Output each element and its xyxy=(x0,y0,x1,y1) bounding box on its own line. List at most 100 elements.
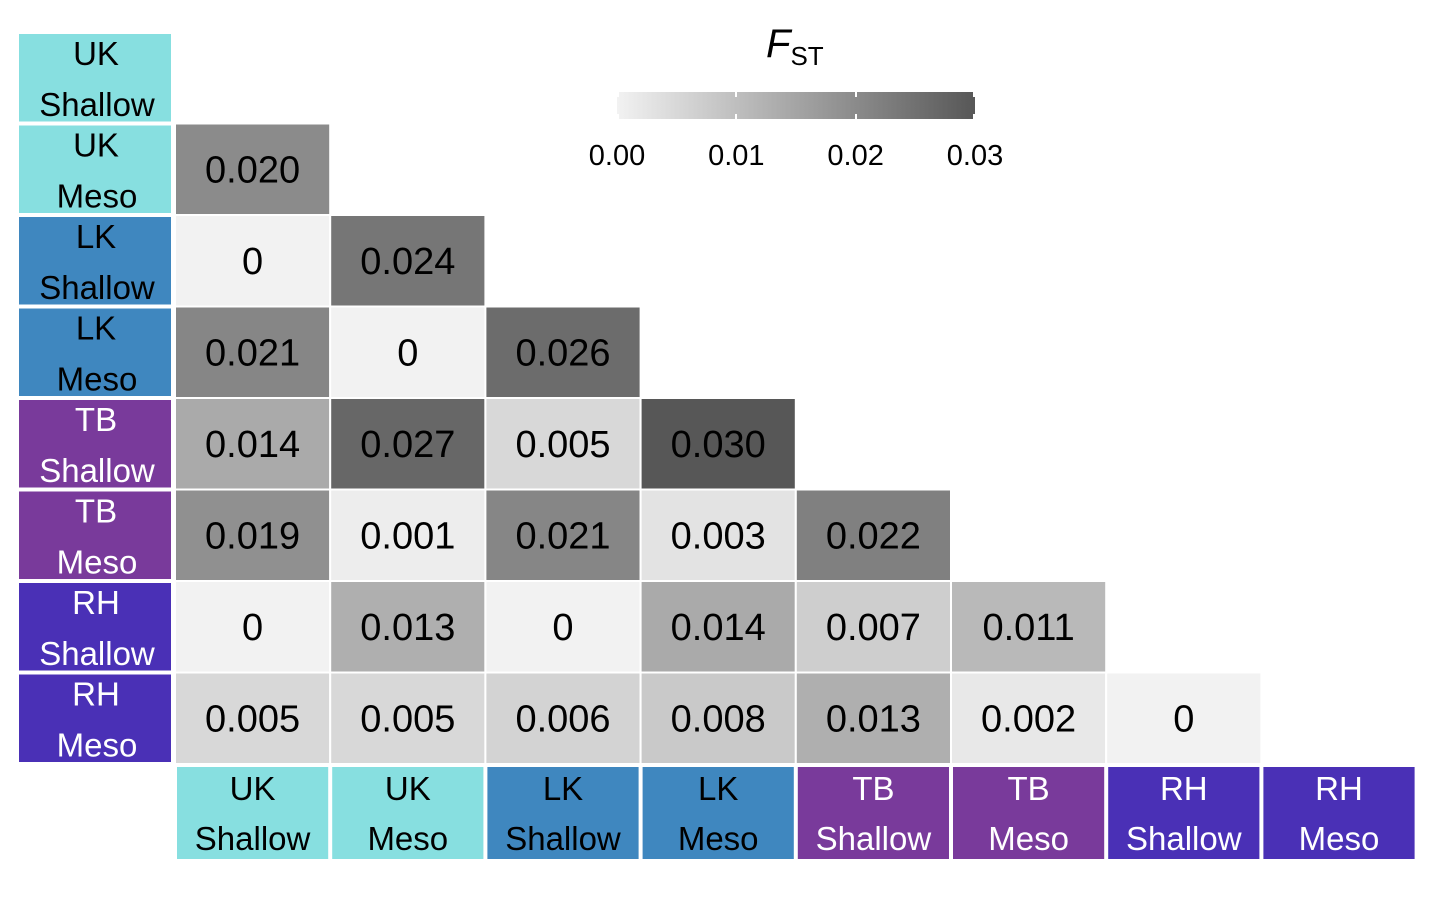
legend-tick-mark xyxy=(617,92,619,97)
legend-title: FST xyxy=(766,22,824,71)
legend-tick-mark xyxy=(854,92,857,97)
cell-value-label: 0.026 xyxy=(515,332,610,374)
row-label-line2: Meso xyxy=(57,178,138,215)
row-label-line1: LK xyxy=(76,218,116,255)
row-label-box xyxy=(19,125,171,213)
column-label-line2: Shallow xyxy=(1126,820,1242,857)
column-label-box xyxy=(953,767,1105,859)
column-label-line2: Meso xyxy=(988,820,1069,857)
column-label-line2: Meso xyxy=(367,820,448,857)
legend-colorbar xyxy=(617,92,975,119)
row-label-box xyxy=(19,308,171,396)
heatmap-cell xyxy=(174,122,332,216)
heatmap-cell xyxy=(794,580,952,674)
heatmap-cell xyxy=(950,580,1108,674)
heatmap-cell xyxy=(174,214,332,308)
heatmap-cell xyxy=(639,671,797,765)
heatmap-cell xyxy=(329,214,487,308)
column-label-line1: TB xyxy=(1008,770,1050,807)
cell-value-label: 0.021 xyxy=(515,515,610,557)
cell-value-label: 0.024 xyxy=(360,241,455,283)
cell-value-label: 0.005 xyxy=(360,698,455,740)
row-label-box xyxy=(19,674,171,762)
heatmap-cell xyxy=(174,671,332,765)
column-label-box xyxy=(1108,767,1260,859)
row-label-line2: Shallow xyxy=(39,452,155,489)
cell-value-label: 0.001 xyxy=(360,515,455,557)
heatmap-cell xyxy=(639,397,797,491)
column-label-line1: RH xyxy=(1160,770,1208,807)
column-label-box xyxy=(487,767,639,859)
row-label-line1: RH xyxy=(72,676,120,713)
cell-value-label: 0.027 xyxy=(360,424,455,466)
cell-value-label: 0.014 xyxy=(205,424,300,466)
heatmap-cell xyxy=(639,488,797,582)
cell-value-label: 0 xyxy=(397,332,418,374)
heatmap-cell xyxy=(639,580,797,674)
cell-value-label: 0.022 xyxy=(826,515,921,557)
column-label-box xyxy=(1263,767,1415,859)
legend-tick-mark xyxy=(735,114,738,119)
cell-value-label: 0.020 xyxy=(205,149,300,191)
column-label-line1: TB xyxy=(852,770,894,807)
cell-value-label: 0 xyxy=(1173,698,1194,740)
row-label-line2: Meso xyxy=(57,361,138,398)
legend-tick-label: 0.02 xyxy=(827,140,884,172)
legend-tick-label: 0.01 xyxy=(708,140,765,172)
column-label-line1: UK xyxy=(230,770,276,807)
column-label-box xyxy=(797,767,949,859)
cell-value-label: 0.002 xyxy=(981,698,1076,740)
heatmap-cell xyxy=(329,397,487,491)
row-label-line2: Meso xyxy=(57,544,138,581)
column-label-line2: Meso xyxy=(1299,820,1380,857)
legend-title-symbol: F xyxy=(766,22,791,66)
column-label-line2: Meso xyxy=(678,820,759,857)
row-label-line1: RH xyxy=(72,584,120,621)
row-label-line1: UK xyxy=(73,127,119,164)
column-label-line1: UK xyxy=(385,770,431,807)
legend-tick-mark xyxy=(973,114,975,119)
cell-value-label: 0.019 xyxy=(205,515,300,557)
legend-tick-label: 0.00 xyxy=(588,140,646,172)
row-label-line1: UK xyxy=(73,35,119,72)
column-label-line1: LK xyxy=(543,770,583,807)
heatmap-cell xyxy=(950,671,1108,765)
row-label-box xyxy=(19,491,171,579)
cell-value-label: 0.014 xyxy=(671,607,766,649)
cell-value-label: 0.007 xyxy=(826,607,921,649)
heatmap-cell xyxy=(484,305,642,399)
cell-value-label: 0.003 xyxy=(671,515,766,557)
row-label-line2: Shallow xyxy=(39,269,155,306)
cell-value-label: 0 xyxy=(242,607,263,649)
row-label-box xyxy=(19,34,171,122)
row-label-box xyxy=(19,217,171,305)
row-label-box xyxy=(19,400,171,488)
row-label-line2: Shallow xyxy=(39,635,155,672)
column-label-box xyxy=(177,767,329,859)
column-label-box xyxy=(332,767,484,859)
column-label-line1: LK xyxy=(698,770,738,807)
heatmap-cell xyxy=(174,580,332,674)
row-label-box xyxy=(19,583,171,671)
row-label-line1: TB xyxy=(75,401,117,438)
legend-tick-mark xyxy=(617,114,619,119)
column-label-box xyxy=(642,767,794,859)
legend-title-subscript: ST xyxy=(790,41,824,71)
row-label-line2: Meso xyxy=(57,727,138,764)
heatmap-cell xyxy=(329,671,487,765)
cell-value-label: 0.011 xyxy=(982,607,1074,649)
column-label-line1: RH xyxy=(1315,770,1363,807)
cell-value-label: 0.030 xyxy=(671,424,766,466)
legend-tick-mark xyxy=(854,114,857,119)
cell-value-label: 0.008 xyxy=(671,698,766,740)
cell-value-label: 0.005 xyxy=(205,698,300,740)
cell-value-label: 0.013 xyxy=(826,698,921,740)
cell-value-label: 0 xyxy=(552,607,573,649)
cell-value-label: 0.006 xyxy=(515,698,610,740)
row-label-line1: TB xyxy=(75,493,117,530)
column-label-line2: Shallow xyxy=(816,820,932,857)
heatmap-cell xyxy=(329,488,487,582)
cell-value-label: 0.021 xyxy=(205,332,300,374)
